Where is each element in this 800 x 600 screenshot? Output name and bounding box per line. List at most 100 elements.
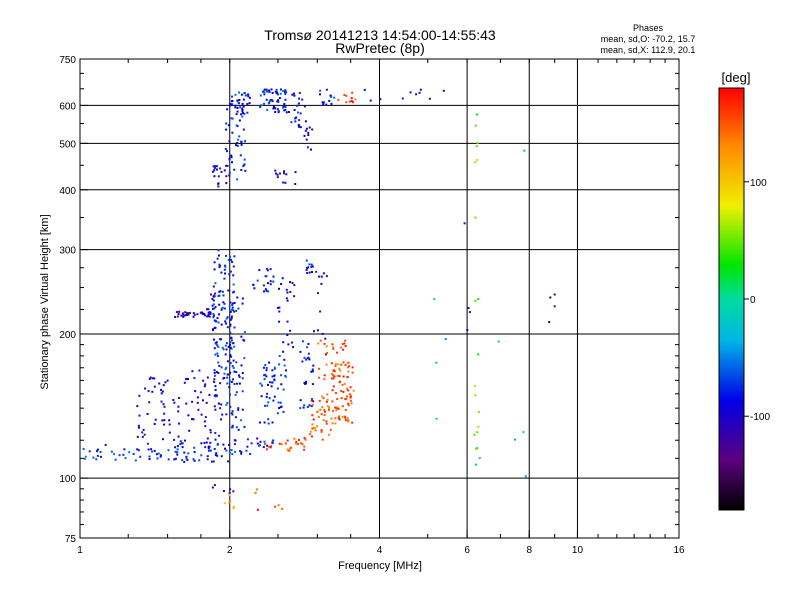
data-point [162, 384, 165, 387]
data-point [213, 295, 216, 298]
data-points [82, 88, 556, 511]
data-point [224, 447, 226, 450]
data-point [293, 284, 296, 287]
data-point [230, 117, 233, 120]
data-point [369, 99, 372, 102]
data-point [272, 399, 275, 402]
data-point [230, 381, 233, 383]
data-point [176, 451, 179, 454]
data-point [235, 426, 238, 429]
data-point [233, 168, 236, 171]
data-point [299, 112, 302, 115]
data-point [293, 109, 296, 111]
data-point [184, 314, 187, 317]
data-point [187, 414, 190, 417]
data-point [514, 438, 517, 441]
data-point [286, 291, 289, 294]
data-point [191, 400, 194, 403]
data-point [187, 312, 190, 315]
data-point [279, 401, 282, 404]
data-point [334, 364, 337, 367]
data-point [272, 275, 275, 278]
data-point [334, 417, 337, 420]
data-point [193, 313, 196, 316]
data-point [220, 170, 223, 173]
data-point [349, 386, 352, 389]
data-point [342, 361, 345, 364]
data-point [267, 290, 270, 293]
data-point [320, 275, 323, 278]
data-point [155, 453, 158, 456]
data-point [213, 307, 216, 310]
data-point [324, 353, 327, 356]
data-point [428, 97, 431, 100]
data-point [475, 463, 477, 466]
data-point [320, 429, 323, 432]
data-point [173, 401, 176, 404]
data-point [229, 341, 232, 344]
data-point [477, 298, 480, 300]
data-point [214, 454, 217, 457]
data-point [288, 111, 290, 113]
data-point [326, 352, 329, 354]
data-point [285, 288, 288, 291]
data-point [235, 124, 238, 127]
data-point [260, 104, 263, 107]
data-point [222, 490, 225, 492]
data-point [325, 88, 328, 91]
data-point [309, 433, 312, 436]
data-point [350, 100, 353, 103]
data-point [418, 91, 421, 94]
data-point [311, 398, 313, 400]
data-point [329, 94, 332, 97]
data-point [157, 452, 160, 455]
data-point [269, 268, 272, 271]
data-point [293, 94, 296, 97]
y-axis-label: Stationary phase Virtual Height [km] [39, 214, 51, 389]
data-point [276, 176, 279, 179]
data-point [321, 395, 324, 398]
data-point [250, 442, 253, 445]
data-point [198, 369, 201, 372]
data-point [238, 99, 241, 101]
data-point [240, 113, 243, 116]
colorbar-tick-label: 0 [750, 295, 756, 306]
data-point [216, 257, 219, 260]
data-point [347, 419, 350, 422]
data-point [346, 376, 349, 378]
data-point [323, 414, 326, 417]
data-point [319, 408, 322, 411]
data-point [271, 439, 274, 442]
data-point [333, 96, 336, 99]
data-point [307, 134, 310, 136]
data-point [218, 266, 221, 269]
data-point [241, 297, 244, 300]
data-point [311, 265, 314, 268]
data-point [259, 382, 262, 385]
data-point [341, 415, 344, 418]
data-point [279, 172, 281, 175]
data-point [297, 111, 299, 114]
data-point [337, 98, 340, 101]
data-point [214, 306, 217, 309]
data-point [267, 383, 269, 386]
data-point [231, 131, 234, 134]
data-point [185, 377, 188, 380]
data-point [270, 88, 273, 91]
data-point [214, 438, 217, 441]
data-point [325, 400, 328, 403]
data-point [325, 420, 328, 423]
data-point [176, 445, 179, 448]
data-point [299, 399, 302, 402]
data-point [212, 313, 215, 315]
data-point [212, 299, 215, 302]
data-point [283, 170, 285, 173]
data-point [225, 403, 228, 406]
data-point [262, 366, 265, 369]
data-point [303, 404, 306, 407]
data-point [158, 382, 161, 385]
data-point [209, 449, 212, 452]
data-point [474, 124, 477, 127]
data-point [322, 101, 325, 104]
data-point [192, 458, 195, 461]
